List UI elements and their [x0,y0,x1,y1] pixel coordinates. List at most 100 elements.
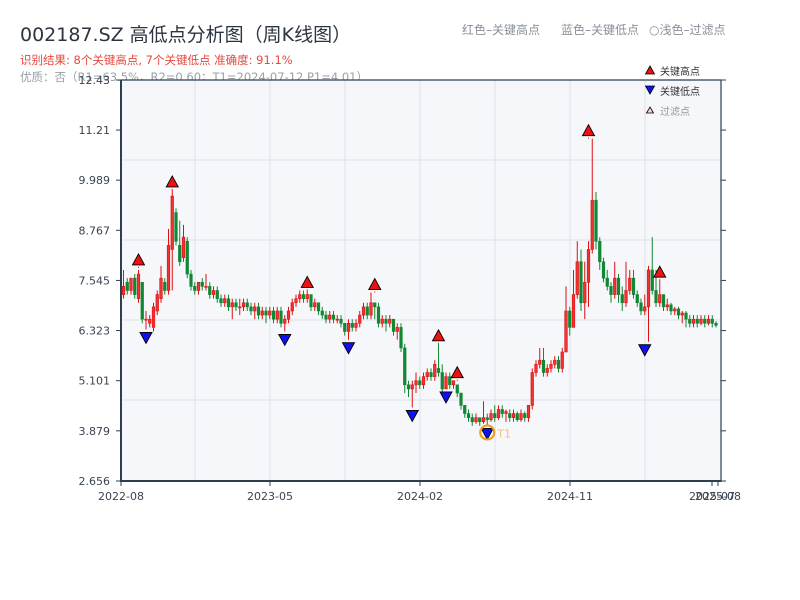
hollow-up-triangle-icon [645,106,655,114]
key-high-marker-icon [165,175,180,188]
y-tick-label: 12.43 [79,74,111,87]
candle [418,376,422,389]
candle [601,257,606,283]
candle [489,409,493,422]
x-tick-label: 2025-07 [689,490,735,503]
candle [684,310,688,328]
top-legend-blue: 蓝色–关键低点 [561,23,640,37]
candle [541,347,546,377]
candle [301,290,306,303]
candle [658,280,662,307]
key-low-marker-icon [139,331,153,345]
candle [448,372,452,389]
candle [279,306,283,328]
candle [271,306,276,324]
y-tick-label: 3.879 [79,425,111,438]
key-high-marker-icon [367,277,382,290]
candle [346,319,351,340]
candle [403,343,407,394]
candle [676,306,681,320]
y-tick-label: 9.989 [79,174,111,187]
t1-label: T1 [496,427,511,440]
candle [568,306,572,336]
x-tick-label: 2024-11 [547,490,593,503]
candle [571,269,576,328]
candle [350,319,354,332]
x-tick-label: 2025-08 [695,490,741,503]
candle [436,343,441,377]
candle [444,372,448,390]
key-high-marker-icon [581,123,596,137]
plot-area [121,80,721,481]
key-low-marker-icon [439,391,453,404]
t1-circle-marker [479,424,496,441]
candle [695,315,699,328]
x-axis-ticks: 2022-08 2023-05 2024-02 2024-11 2025-072025-… [98,481,741,503]
candle [298,290,302,303]
candle [204,274,208,291]
candle [159,265,163,303]
candle [635,290,639,307]
key-high-marker-icon [450,365,465,379]
candle [264,306,268,324]
candle [133,274,137,299]
candle [590,138,594,254]
candle [245,298,249,311]
candle [320,306,324,320]
x-tick-label: 2023-05 [247,490,293,503]
candle [466,409,471,422]
candle [324,310,328,324]
candle [526,405,531,422]
key-low-marker-icon [341,342,356,355]
candle [639,298,643,316]
candle [343,322,347,336]
candle [706,315,711,326]
x-tick-label: 2024-02 [397,490,443,503]
top-legend-red: 红色–关键高点 [462,23,541,37]
candle [714,321,718,328]
candle [328,310,332,324]
candle [223,294,227,307]
candle [549,360,553,373]
candle [463,405,467,418]
candle [688,315,692,328]
candle [410,380,414,408]
candle [643,294,647,316]
candle [493,405,497,422]
candle [215,286,219,303]
candle [219,294,223,307]
candle [151,302,156,332]
candle [294,294,298,307]
candle [579,249,583,311]
candle [474,413,478,424]
candle [155,290,159,316]
candle [211,286,216,299]
candle [166,228,171,295]
legend: 关键高点 关键低点 过滤点 [644,65,700,118]
candle [358,310,362,328]
candle [508,409,512,422]
axes [120,79,722,482]
candle [249,302,253,316]
candle [620,286,624,311]
candle [140,281,144,324]
candle [609,282,613,303]
candle [598,237,602,270]
candle [661,294,666,311]
key-low-marker-icon [405,409,420,423]
blue-down-triangle-icon [644,85,656,95]
candle [515,411,519,422]
candle [283,315,287,332]
candle [125,278,129,295]
candle [373,302,377,320]
candle [121,269,126,299]
candle [680,310,684,324]
candle [459,392,463,410]
candle [553,356,557,369]
candle [556,356,561,373]
candle [178,220,182,266]
candle [313,298,317,311]
candle [538,347,542,369]
key-low-marker-icon [277,334,292,347]
